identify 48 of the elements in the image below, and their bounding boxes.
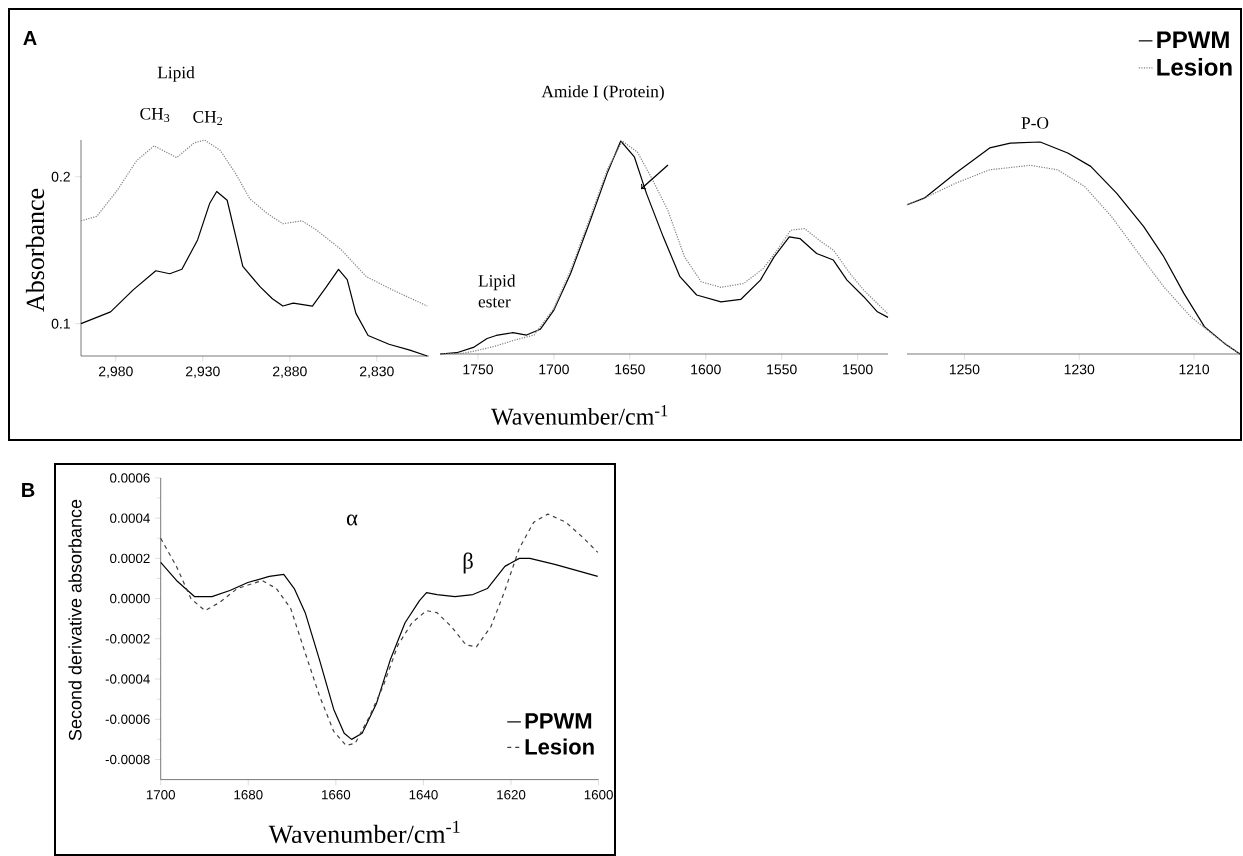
legend-label: Lesion <box>525 738 594 755</box>
legend-label: PPWM <box>525 713 592 729</box>
x-tick-label: 1250 <box>949 364 980 375</box>
x-axis-title: Wavenumber/cm$^{-1}$ <box>491 405 668 425</box>
annotation: β <box>463 552 473 574</box>
y-tick-label: 0.0006 <box>110 473 150 483</box>
y-tick-label: -0.0004 <box>105 674 150 684</box>
chart-title: A <box>23 31 37 45</box>
y-tick-label: -0.0008 <box>105 754 150 765</box>
y-axis-title: Absorbance <box>25 188 45 312</box>
text: Lipid <box>157 66 195 82</box>
y-axis-title: Second derivative absorbance <box>68 499 82 741</box>
legend-label: Lesion <box>1157 58 1232 76</box>
x-tick-label: 1620 <box>497 790 526 800</box>
y-tick-label: 0.2 <box>51 171 70 182</box>
y-tick-label: 0.0002 <box>110 553 150 564</box>
x-tick-label: 1210 <box>1179 364 1210 375</box>
text: P-O <box>1021 117 1049 129</box>
x-tick-label: 1680 <box>234 790 263 800</box>
y-tick-label: -0.0006 <box>105 714 150 724</box>
annotation: α <box>346 514 358 526</box>
x-tick-label: 1640 <box>409 790 438 800</box>
x-tick-label: 1600 <box>584 790 613 800</box>
x-tick-label: 2,930 <box>186 366 220 378</box>
x-tick-label: 2,980 <box>99 366 133 378</box>
x-tick-label: 1230 <box>1064 364 1095 375</box>
y-tick-label: 0.1 <box>51 318 70 329</box>
x-tick-label: 1750 <box>463 364 493 375</box>
legend-label: PPWM <box>1157 31 1229 49</box>
x-tick-label: 1650 <box>615 364 645 375</box>
x-tick-label: 2,830 <box>359 366 394 378</box>
x-tick-label: 1660 <box>322 790 351 800</box>
x-tick-label: 1700 <box>539 364 569 375</box>
text: CH$_{3}$ <box>140 107 170 123</box>
line-series <box>80 139 428 307</box>
y-tick-label: 0.0004 <box>110 513 150 523</box>
y-tick-label: 0.0000 <box>110 593 150 604</box>
x-axis-title: Wavenumber/cm$^{-1}$ <box>268 820 460 844</box>
x-tick-label: 1500 <box>843 364 873 375</box>
x-tick-label: 1550 <box>767 364 797 375</box>
chart-title: B <box>22 483 35 497</box>
x-tick-label: 2,880 <box>272 366 307 378</box>
text: Amide I (Protein) <box>541 85 664 101</box>
y-tick-label: -0.0002 <box>105 634 150 644</box>
text: CH$_{2}$ <box>193 111 223 125</box>
annotation: Lipid ester <box>478 274 516 308</box>
x-tick-label: 1700 <box>146 790 176 800</box>
x-tick-label: 1600 <box>691 364 721 375</box>
